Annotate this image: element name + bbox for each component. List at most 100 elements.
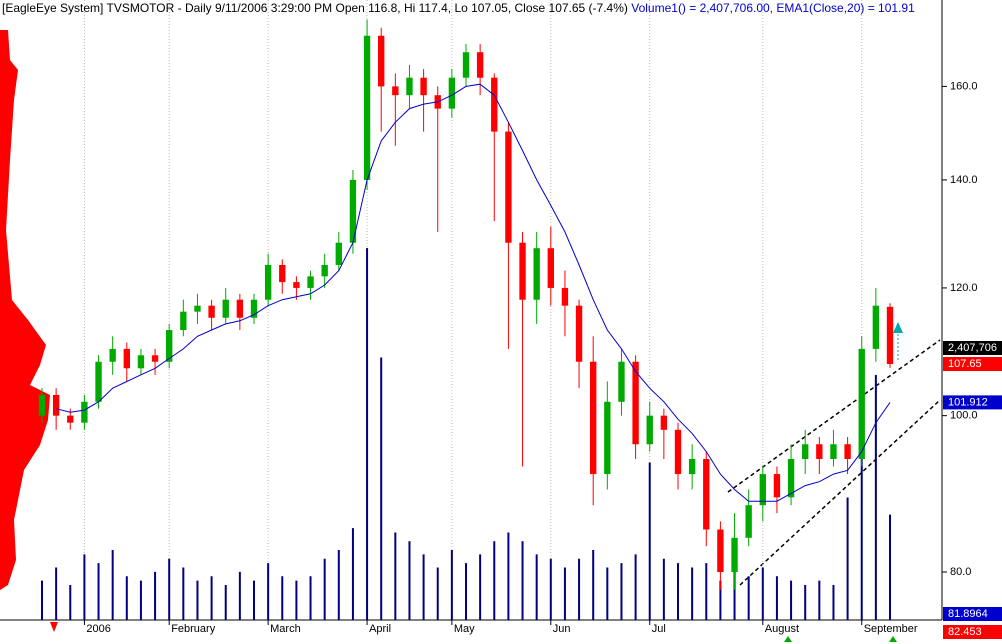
x-tick-label: Jun <box>553 623 571 635</box>
candle-body <box>632 361 639 445</box>
candle-body <box>392 86 399 96</box>
candle-body <box>180 311 187 331</box>
volume-bar <box>83 554 86 620</box>
volume-bar <box>860 383 863 620</box>
volume-bar <box>154 571 157 620</box>
candle-body <box>67 415 74 423</box>
volume-bar <box>337 549 340 620</box>
volume-bar <box>592 549 595 620</box>
x-tick-label: May <box>454 623 475 635</box>
volume-bar <box>761 567 764 620</box>
candle-body <box>420 77 427 96</box>
volume-bar <box>182 567 185 620</box>
candle-body <box>830 444 837 460</box>
volume-bar <box>620 563 623 620</box>
ema-line <box>55 83 891 502</box>
candle-body <box>886 306 894 365</box>
volume-bar <box>479 554 482 620</box>
volume-bar <box>606 567 609 620</box>
y-tick-label: 140.0 <box>950 174 978 186</box>
volume-bar <box>549 558 552 620</box>
y-tick-label: 100.0 <box>950 410 978 422</box>
candle-body <box>660 415 668 430</box>
candle-body <box>646 415 653 445</box>
volume-bar <box>493 541 496 620</box>
volume-bar <box>804 584 807 620</box>
candle-body <box>208 305 215 318</box>
x-tick-label: Jul <box>652 623 666 635</box>
candle-body <box>872 305 880 349</box>
volume-bar <box>747 576 750 620</box>
title-part: [EagleEye System] TVSMOTOR - Daily 9/11/… <box>2 1 628 15</box>
volume-bar <box>55 567 58 620</box>
axis-label: 107.65 <box>948 358 982 370</box>
volume-bar <box>832 584 835 620</box>
candle-body <box>759 474 766 506</box>
candle-body <box>123 348 130 369</box>
candle-body <box>349 179 357 243</box>
volume-bar <box>139 580 142 620</box>
volume-bar <box>267 563 270 620</box>
candle-body <box>703 459 710 530</box>
axis-label: 81.8964 <box>948 608 988 620</box>
volume-bar <box>238 571 241 620</box>
volume-bar <box>210 576 213 620</box>
volume-profile <box>0 30 50 590</box>
sell-arrow <box>50 622 58 632</box>
candle-body <box>194 305 201 312</box>
candle-body <box>505 131 512 243</box>
volume-bar <box>465 563 467 620</box>
volume-bar <box>366 248 369 620</box>
x-tick-label: March <box>270 623 301 635</box>
axis-label-box <box>943 357 1002 372</box>
candle-body <box>618 361 625 402</box>
candle-body <box>95 361 102 402</box>
candle-body <box>844 444 851 460</box>
volume-bar <box>394 532 397 620</box>
volume-bar <box>422 554 425 620</box>
volume-bar <box>111 549 114 620</box>
candle-body <box>561 287 569 306</box>
candle-body <box>547 248 554 288</box>
volume-bar <box>846 497 849 620</box>
candle-body <box>462 52 470 78</box>
volume-bar <box>450 549 453 620</box>
candle-body <box>137 355 145 369</box>
volume-bar <box>281 576 284 620</box>
candle-body <box>38 394 46 416</box>
candle-body <box>335 242 342 265</box>
x-tick-label: September <box>864 623 918 635</box>
volume-bar <box>507 532 510 620</box>
trendline <box>739 399 941 586</box>
x-tick-label: February <box>171 623 216 635</box>
candle-body <box>378 35 385 87</box>
candle-body <box>151 355 159 362</box>
candle-body <box>491 77 498 132</box>
candle-body <box>250 299 258 318</box>
candle-body <box>264 264 272 300</box>
volume-bar <box>436 567 439 620</box>
title-part: EMA1(Close,20) = 101.91 <box>773 1 915 15</box>
volume-bar <box>648 462 651 620</box>
volume-bar <box>224 584 227 620</box>
axis-label-box <box>943 625 1002 639</box>
volume-bar <box>677 563 679 620</box>
volume-bar <box>41 580 43 620</box>
candle-body <box>787 459 795 498</box>
volume-bar <box>578 558 581 620</box>
candle-body <box>279 264 286 283</box>
volume-bar <box>295 580 298 620</box>
title-part: Volume1() = 2,407,706.00, <box>627 1 774 15</box>
volume-bar <box>889 514 891 620</box>
axis-label-box <box>943 341 1002 355</box>
volume-bar <box>535 554 538 620</box>
candle-body <box>717 529 724 572</box>
volume-bar <box>634 554 637 620</box>
trendline <box>727 339 941 493</box>
axis-label-box <box>943 395 1002 410</box>
volume-bar <box>719 580 722 620</box>
axis-label: 2,407,706 <box>948 342 997 354</box>
